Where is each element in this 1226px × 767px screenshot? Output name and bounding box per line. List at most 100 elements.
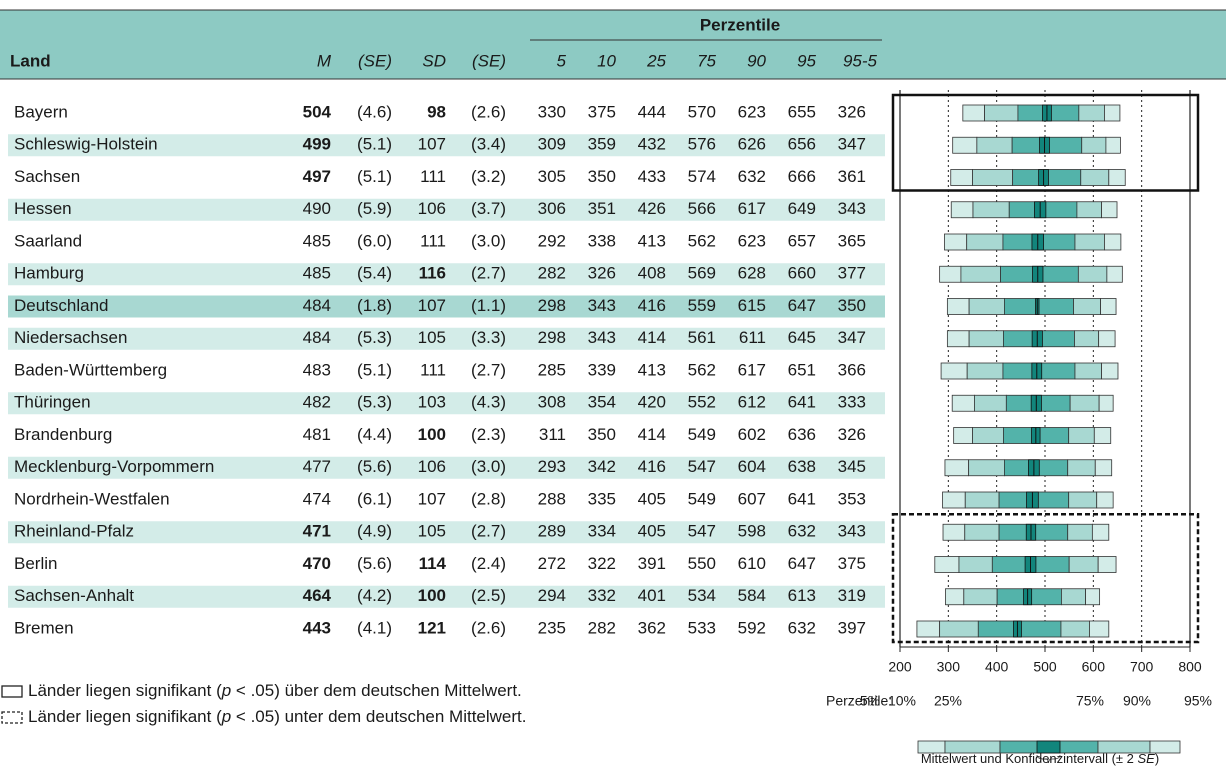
legend-text: Länder liegen signifikant (p < .05) über… [28, 681, 522, 700]
mean: 490 [303, 199, 331, 218]
x-tick-label: 400 [985, 659, 1009, 675]
percentile-band [1068, 427, 1095, 444]
percentile: 623 [738, 102, 766, 121]
percentile: 649 [788, 199, 816, 218]
percentile: 343 [588, 296, 616, 315]
percentile-band [1074, 362, 1102, 380]
se-sd: (3.0) [471, 457, 506, 476]
legend-part: < .05) über dem deutschen Mittelwert. [231, 681, 522, 700]
se-sd: (3.3) [471, 328, 506, 347]
se-sd: (2.3) [471, 425, 506, 444]
land: Deutschland [14, 296, 109, 315]
percentile: 666 [788, 167, 816, 186]
solid-frame [891, 93, 1200, 192]
percentile: 656 [788, 135, 816, 154]
percentile: 322 [588, 554, 616, 573]
percentile-band [1081, 136, 1107, 154]
percentile: 413 [638, 231, 666, 250]
row-shade [8, 263, 885, 286]
percentile-band [1096, 491, 1114, 509]
percentile-band [962, 104, 985, 122]
percentile-band [966, 362, 1004, 380]
se-mean: (1.8) [357, 296, 392, 315]
percentile: 617 [738, 199, 766, 218]
x-tick-label: 500 [1033, 659, 1057, 675]
percentile-band [972, 201, 1010, 219]
row-shade [8, 327, 885, 350]
land: Schleswig-Holstein [14, 135, 158, 154]
mean: 474 [303, 489, 331, 508]
percentile: 562 [688, 231, 716, 250]
land: Hamburg [14, 264, 84, 283]
percentile: 655 [788, 102, 816, 121]
percentile-band [1104, 233, 1122, 251]
mean: 504 [303, 102, 332, 121]
percentile: 413 [638, 360, 666, 379]
se-sd: (2.7) [471, 360, 506, 379]
percentile: 366 [838, 360, 866, 379]
sd: 105 [418, 328, 446, 347]
group-header: Perzentile [700, 15, 780, 34]
percentile: 598 [738, 522, 766, 541]
row-shade [8, 521, 885, 544]
mean: 482 [303, 393, 331, 412]
row-shade [8, 392, 885, 415]
percentile-band [974, 394, 1007, 412]
percentile: 288 [538, 489, 566, 508]
column-header: Land [10, 51, 51, 70]
percentile-band [1105, 136, 1121, 154]
percentile: 334 [588, 522, 616, 541]
percentile: 326 [838, 102, 866, 121]
percentile: 332 [588, 586, 616, 605]
se-mean: (4.1) [357, 618, 392, 637]
percentile: 602 [738, 425, 766, 444]
legend-part: Länder liegen signifikant ( [28, 707, 222, 726]
percentile-band [1076, 201, 1102, 219]
se-mean: (5.3) [357, 328, 392, 347]
land: Baden-Württemberg [14, 360, 167, 379]
se-sd: (2.6) [471, 102, 506, 121]
percentile: 289 [538, 522, 566, 541]
se-sd: (2.6) [471, 618, 506, 637]
percentile: 645 [788, 328, 816, 347]
percentile: 607 [738, 489, 766, 508]
percentile-band [1074, 330, 1100, 348]
percentile: 338 [588, 231, 616, 250]
percentile: 391 [638, 554, 666, 573]
percentile: 235 [538, 618, 566, 637]
key-label: 95% [1184, 693, 1212, 709]
percentile: 285 [538, 360, 566, 379]
percentile: 562 [688, 360, 716, 379]
column-header: 95-5 [843, 51, 878, 70]
mean: 484 [303, 296, 331, 315]
key-band [1149, 740, 1181, 754]
percentile: 401 [638, 586, 666, 605]
row-shade [8, 134, 885, 157]
mean: 471 [303, 522, 331, 541]
legend-icon [1, 685, 23, 698]
land: Mecklenburg-Vorpommern [14, 457, 214, 476]
percentile-band [934, 556, 960, 573]
se-sd: (2.8) [471, 489, 506, 508]
se-mean: (5.4) [357, 264, 392, 283]
percentile-band [942, 523, 966, 541]
sd: 121 [418, 618, 446, 637]
land: Bayern [14, 102, 68, 121]
percentile: 282 [588, 618, 616, 637]
percentile-band [944, 233, 968, 251]
percentile-band [1098, 330, 1116, 348]
percentile: 354 [588, 393, 616, 412]
land: Sachsen [14, 167, 80, 186]
percentile: 561 [688, 328, 716, 347]
percentile: 272 [538, 554, 566, 573]
legend-icon [1, 711, 23, 724]
percentile-band [950, 169, 973, 186]
percentile: 576 [688, 135, 716, 154]
se-sd: (2.7) [471, 522, 506, 541]
key-caption-part: SE [1138, 751, 1156, 766]
mean: 470 [303, 554, 331, 573]
percentile: 628 [738, 264, 766, 283]
percentile: 647 [788, 554, 816, 573]
x-tick-label: 200 [888, 659, 912, 675]
